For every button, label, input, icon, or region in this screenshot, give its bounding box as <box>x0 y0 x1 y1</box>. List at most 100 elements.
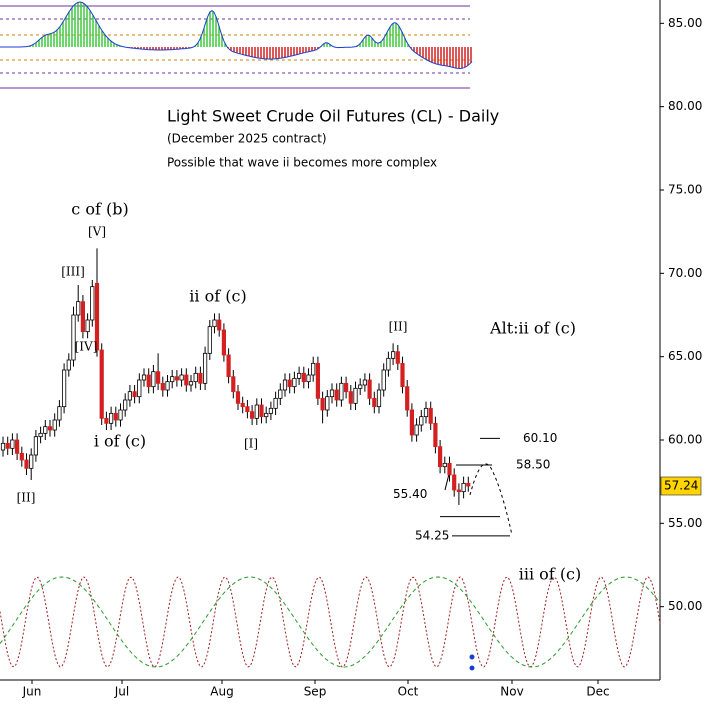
candle-body <box>231 376 236 393</box>
candle-body <box>466 482 471 487</box>
candle-body <box>10 439 15 449</box>
candle-body <box>113 412 118 421</box>
level-label: 55.40 <box>393 487 427 501</box>
candle-body <box>14 439 20 454</box>
y-tick-label: 85.00 <box>668 16 702 30</box>
candle-body <box>315 362 321 399</box>
candle-body <box>76 301 81 316</box>
candle-body <box>428 407 433 424</box>
wave-label: [II] <box>17 491 36 505</box>
candle-body <box>151 371 156 388</box>
wave-label: [IV] <box>75 340 98 354</box>
candle-body <box>339 382 344 401</box>
candle-body <box>282 379 288 391</box>
candle-body <box>376 389 382 408</box>
chart-subtitle: (December 2025 contract) <box>167 132 327 146</box>
cycle-dot <box>469 654 475 660</box>
candle-body <box>325 396 330 411</box>
candle-body <box>155 371 161 384</box>
candle-body <box>43 426 48 434</box>
candle-body <box>137 379 142 398</box>
candle-body <box>94 282 100 351</box>
wave-label: ii of (c) <box>189 287 246 306</box>
candle-body <box>442 462 447 468</box>
candle-body <box>0 442 6 451</box>
candle-body <box>292 377 297 388</box>
wave-label: i of (c) <box>94 432 146 451</box>
level-label: 54.25 <box>415 528 449 542</box>
x-tick-label: Nov <box>500 685 523 699</box>
candle-body <box>57 406 62 421</box>
x-tick-label: Sep <box>304 685 327 699</box>
candle-body <box>372 397 377 408</box>
x-tick-label: Jul <box>114 685 129 699</box>
candle-body <box>447 462 452 476</box>
candle-body <box>165 381 170 391</box>
candle-body <box>348 391 353 404</box>
candle-body <box>188 381 194 386</box>
y-tick-label: 80.00 <box>668 99 702 113</box>
candle-body <box>109 412 114 424</box>
candle-body <box>423 407 429 418</box>
level-label: 58.50 <box>516 458 550 472</box>
x-tick-label: Aug <box>210 685 233 699</box>
wave-label: [I] <box>244 437 258 451</box>
candle-body <box>24 459 29 469</box>
candle-body <box>221 329 226 356</box>
candle-body <box>141 374 147 381</box>
candle-body <box>353 387 358 404</box>
candle-body <box>240 402 245 408</box>
candle-body <box>193 372 198 383</box>
candle-body <box>212 319 217 328</box>
candle-body <box>235 391 241 404</box>
candle-body <box>301 372 306 383</box>
candle-body <box>306 374 311 383</box>
candle-body <box>268 407 274 414</box>
candle-body <box>160 382 165 391</box>
candle-body <box>395 351 400 364</box>
candle-body <box>343 382 349 393</box>
candle-body <box>29 454 34 469</box>
candle-body <box>5 442 10 449</box>
candle-body <box>409 409 415 436</box>
candle-body <box>245 406 250 413</box>
candle-body <box>358 384 363 389</box>
candle-body <box>62 369 67 408</box>
candle-body <box>33 436 39 456</box>
candle-body <box>38 432 43 438</box>
candle-body <box>127 391 132 401</box>
candle-body <box>273 397 278 409</box>
wave-label: [III] <box>61 265 85 279</box>
candle-body <box>329 389 335 398</box>
candle-body <box>433 422 438 448</box>
candle-body <box>198 372 203 384</box>
candle-body <box>419 416 424 426</box>
candle-body <box>80 301 85 333</box>
candle-body <box>259 404 264 418</box>
wave-label: [V] <box>88 225 106 239</box>
candle-body <box>118 409 123 421</box>
x-tick-label: Oct <box>398 685 419 699</box>
candle-body <box>278 389 283 399</box>
x-tick-label: Dec <box>586 685 609 699</box>
candle-body <box>47 426 53 431</box>
y-tick-label: 60.00 <box>668 433 702 447</box>
chart-note: Possible that wave ii becomes more compl… <box>167 156 437 170</box>
wave-label: iii of (c) <box>519 565 582 584</box>
candle-body <box>184 374 189 386</box>
candle-body <box>85 319 90 333</box>
candle-body <box>146 374 151 388</box>
chart-title: Light Sweet Crude Oil Futures (CL) - Dai… <box>167 107 499 126</box>
y-tick-label: 55.00 <box>668 516 702 530</box>
y-tick-label: 50.00 <box>668 599 702 613</box>
candle-body <box>264 412 269 418</box>
candle-body <box>296 372 302 379</box>
cycle-panel <box>0 576 661 668</box>
candle-body <box>456 489 462 493</box>
candle-body <box>334 389 339 401</box>
oscillator-panel <box>0 1 473 89</box>
candle-body <box>132 391 137 398</box>
candle-body <box>362 379 368 386</box>
